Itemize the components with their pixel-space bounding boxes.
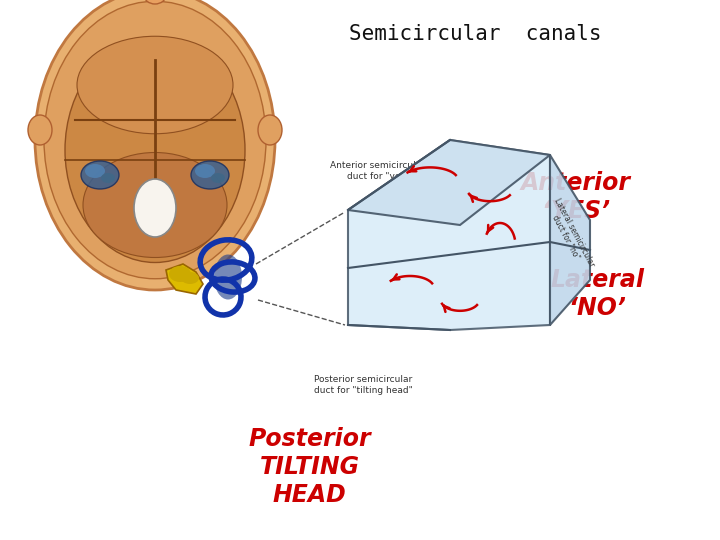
Ellipse shape bbox=[35, 0, 275, 290]
Text: Lateral semicircular
duct for "no": Lateral semicircular duct for "no" bbox=[544, 197, 596, 273]
Text: Anterior semicircular
duct for "yes": Anterior semicircular duct for "yes" bbox=[330, 161, 426, 181]
Ellipse shape bbox=[65, 37, 245, 262]
Ellipse shape bbox=[28, 115, 52, 145]
Ellipse shape bbox=[101, 173, 115, 183]
Text: Semicircular  canals: Semicircular canals bbox=[349, 24, 601, 44]
Text: Lateral
‘NO’: Lateral ‘NO’ bbox=[551, 268, 644, 320]
Ellipse shape bbox=[81, 161, 119, 189]
Ellipse shape bbox=[169, 266, 191, 282]
Ellipse shape bbox=[134, 179, 176, 237]
Ellipse shape bbox=[211, 173, 225, 183]
Polygon shape bbox=[348, 140, 550, 225]
Text: Posterior semicircular
duct for "tilting head": Posterior semicircular duct for "tilting… bbox=[314, 375, 413, 395]
Ellipse shape bbox=[83, 152, 227, 258]
Text: Anterior
‘YES’: Anterior ‘YES’ bbox=[521, 171, 631, 223]
Text: Posterior
TILTING
HEAD: Posterior TILTING HEAD bbox=[248, 427, 371, 507]
Ellipse shape bbox=[77, 36, 233, 134]
Ellipse shape bbox=[258, 115, 282, 145]
Ellipse shape bbox=[214, 254, 242, 300]
Polygon shape bbox=[550, 155, 590, 325]
Ellipse shape bbox=[85, 164, 105, 178]
Polygon shape bbox=[348, 140, 550, 330]
Ellipse shape bbox=[195, 164, 215, 178]
Ellipse shape bbox=[181, 272, 199, 284]
Ellipse shape bbox=[44, 1, 266, 279]
Ellipse shape bbox=[144, 0, 166, 4]
Polygon shape bbox=[166, 264, 203, 294]
Ellipse shape bbox=[191, 161, 229, 189]
